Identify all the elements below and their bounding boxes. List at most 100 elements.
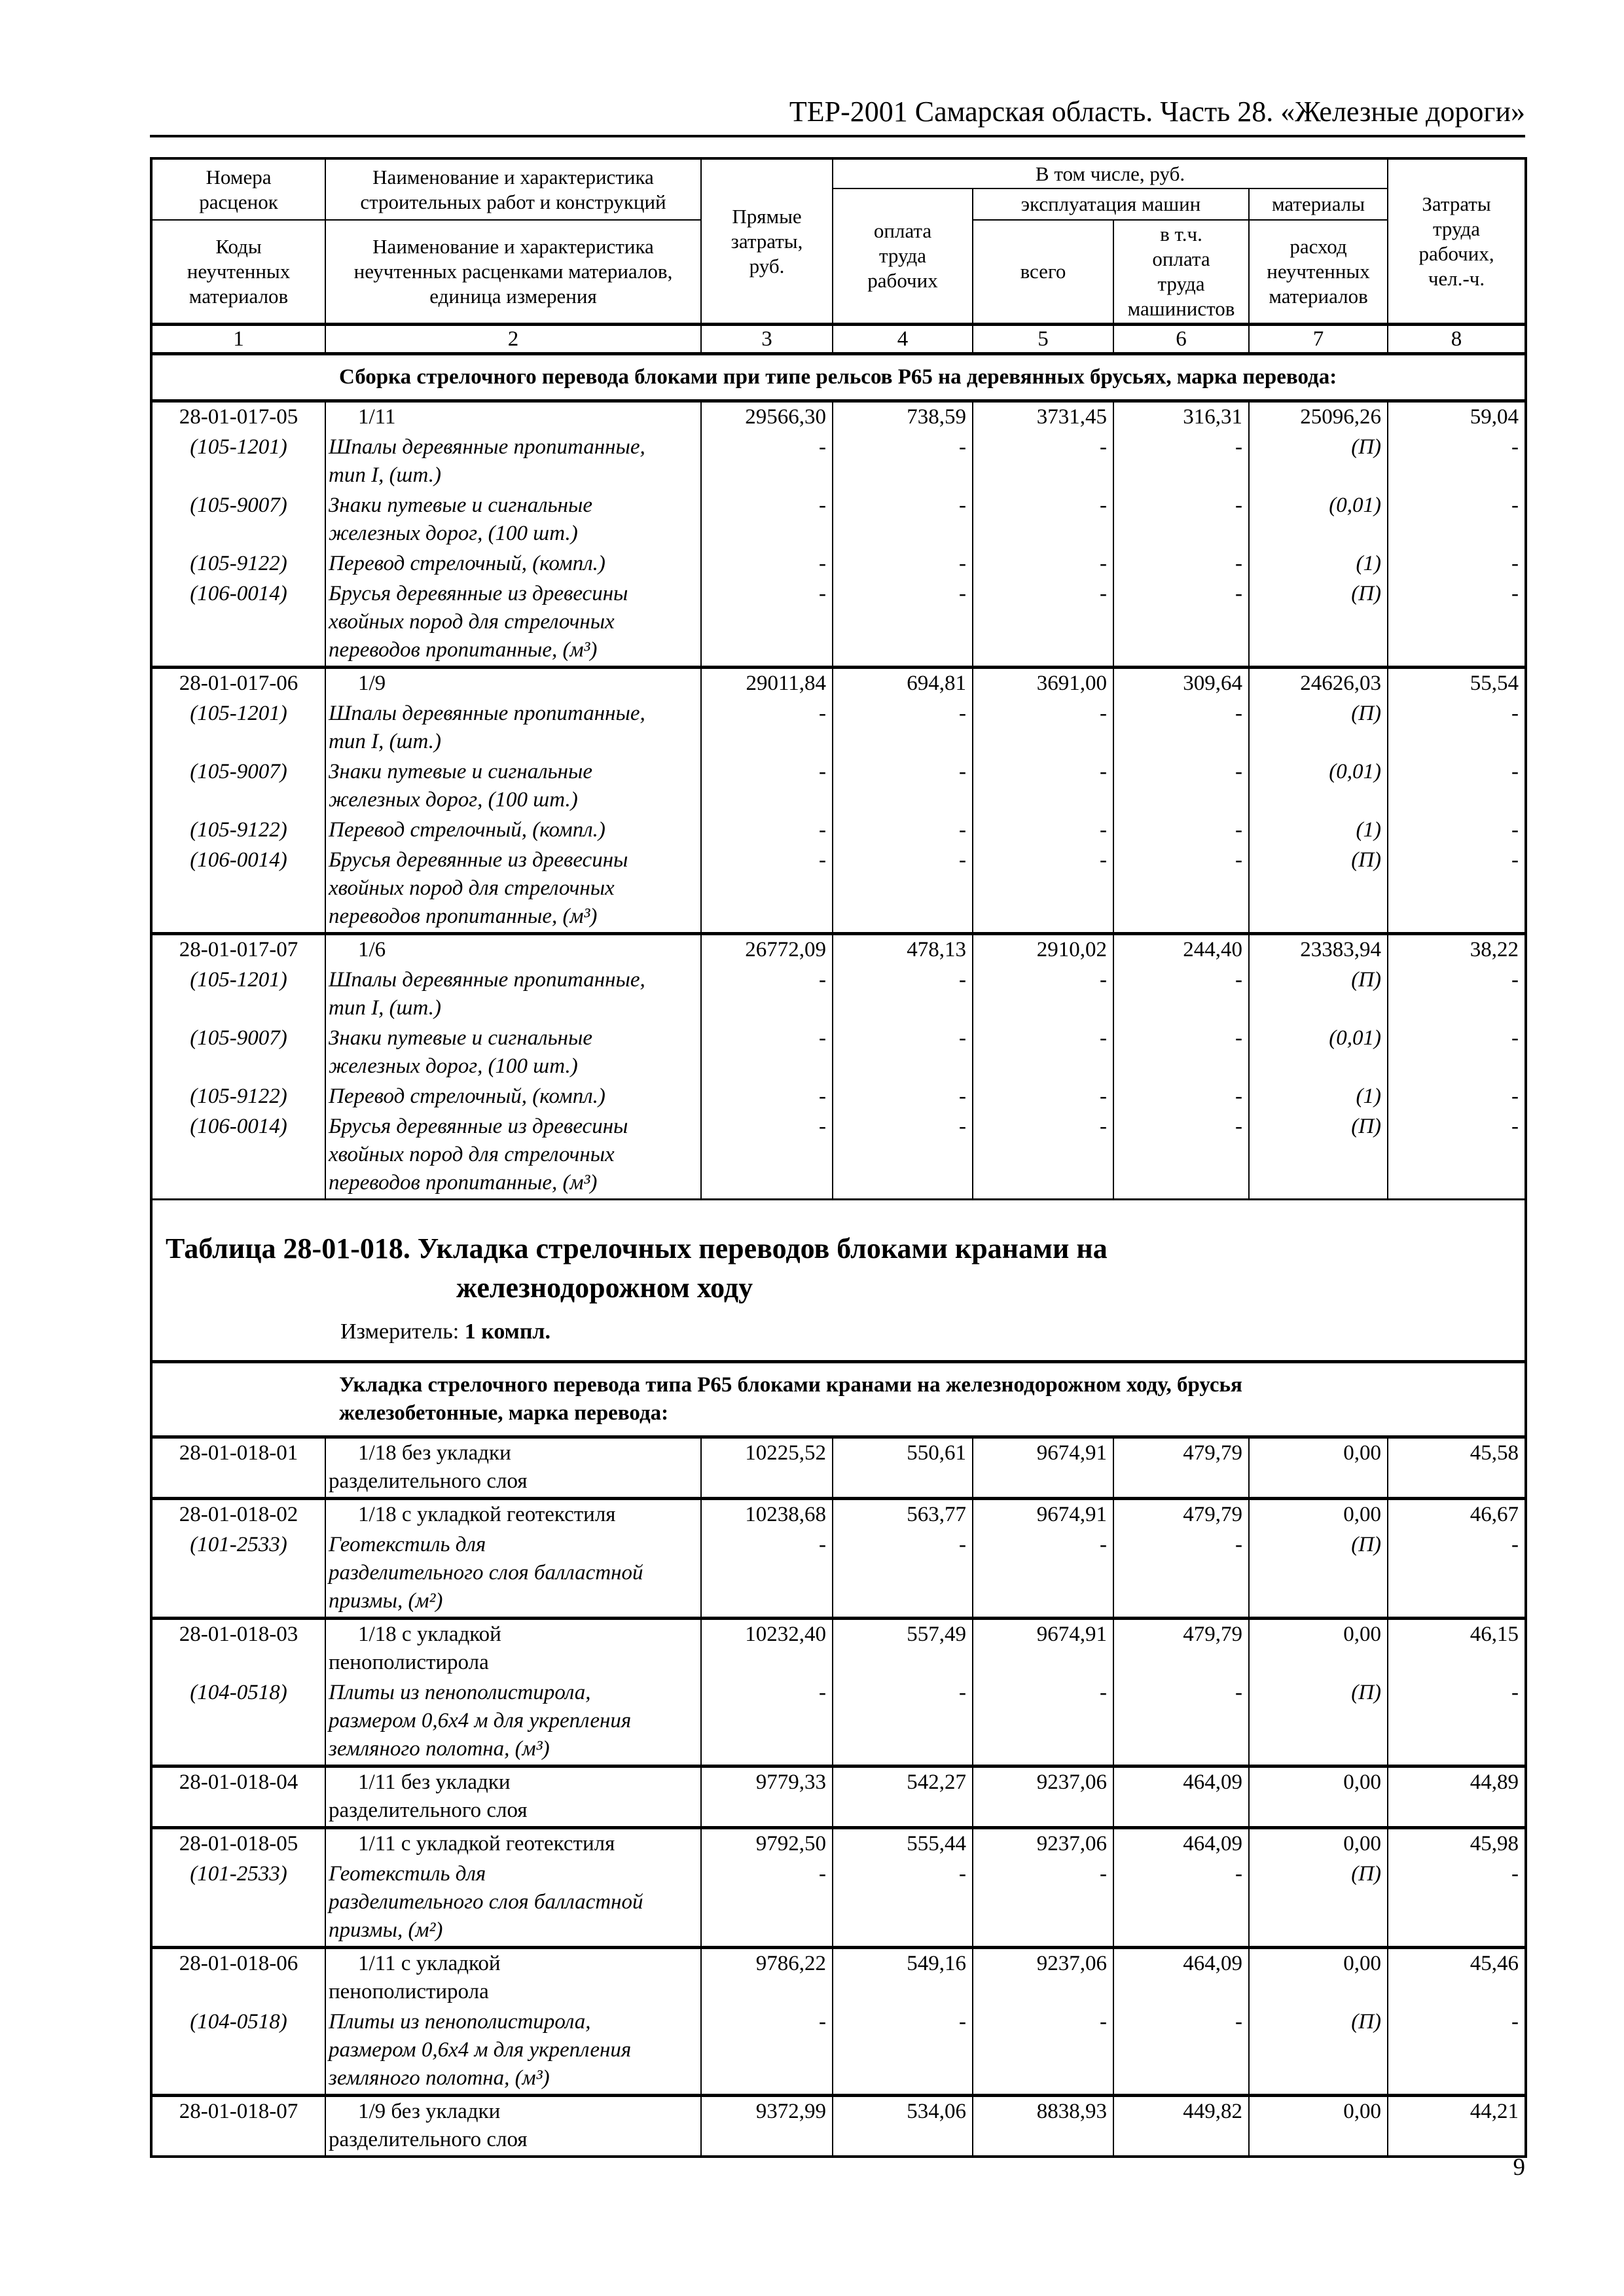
rate-value: 0,00: [1248, 1765, 1389, 1828]
rate-value: 10238,68: [700, 1497, 833, 1530]
column-header-material-codes: Коды неучтенных материалов: [151, 220, 326, 326]
rate-code: 28-01-017-07: [151, 932, 326, 965]
material-value: (П): [1248, 1859, 1389, 1948]
rate-value: 0,00: [1248, 1946, 1389, 2007]
material-value: -: [1113, 1530, 1250, 1619]
column-group-including: В том числе, руб.: [831, 158, 1389, 189]
rate-value: 9674,91: [972, 1435, 1114, 1499]
material-value: -: [832, 549, 973, 579]
rate-value: 10232,40: [700, 1617, 833, 1678]
material-code: (106-0014): [151, 846, 326, 934]
rate-value: 8838,93: [972, 2094, 1114, 2157]
material-row: (105-9007) Знаки путевые и сигнальные жел…: [151, 757, 1527, 816]
rate-code: 28-01-017-05: [151, 399, 326, 433]
material-code: (105-1201): [151, 699, 326, 757]
material-value: -: [972, 1082, 1114, 1112]
material-value: -: [832, 965, 973, 1024]
rate-row: 28-01-018-05 1/11 с укладкой геотекстиля 9…: [151, 1826, 1527, 1859]
material-name: Брусья деревянные из древесины хвойных п…: [325, 579, 702, 668]
rate-description: 1/6: [325, 932, 702, 965]
section-title-017: Сборка стрелочного перевода блоками при …: [150, 352, 1527, 403]
rate-row: 28-01-018-03 1/18 с укладкой пенополистир…: [151, 1617, 1527, 1678]
material-row: (101-2533) Геотекстиль для разделительног…: [151, 1530, 1527, 1619]
material-value: -: [1387, 699, 1527, 757]
material-value: -: [1387, 1082, 1527, 1112]
material-value: -: [972, 2007, 1114, 2096]
material-value: -: [1387, 491, 1527, 549]
material-value: (П): [1248, 1678, 1389, 1767]
material-value: -: [1113, 1112, 1250, 1200]
material-value: -: [700, 846, 833, 934]
material-value: -: [1113, 2007, 1250, 2096]
column-number: 7: [1248, 323, 1389, 355]
material-value: -: [972, 846, 1114, 934]
material-value: (П): [1248, 846, 1389, 934]
material-value: -: [1387, 1678, 1527, 1767]
material-value: -: [700, 1112, 833, 1200]
material-value: -: [972, 491, 1114, 549]
rate-description: 1/11: [325, 399, 702, 433]
material-value: -: [972, 579, 1114, 668]
material-value: -: [1387, 1530, 1527, 1619]
material-value: -: [700, 1530, 833, 1619]
rate-row: 28-01-018-01 1/18 без укладки разделитель…: [151, 1435, 1527, 1499]
column-number: 4: [832, 323, 973, 355]
rate-code: 28-01-018-04: [151, 1765, 326, 1828]
rate-value: 309,64: [1113, 666, 1250, 699]
material-name: Брусья деревянные из древесины хвойных п…: [325, 1112, 702, 1200]
material-name: Знаки путевые и сигнальные железных доро…: [325, 1024, 702, 1082]
material-row: (105-9122) Перевод стрелочный, (компл.) - -…: [151, 1082, 1527, 1112]
rate-code: 28-01-018-07: [151, 2094, 326, 2157]
rate-value: 244,40: [1113, 932, 1250, 965]
rate-code: 28-01-018-01: [151, 1435, 326, 1499]
material-code: (105-1201): [151, 433, 326, 491]
material-value: -: [832, 2007, 973, 2096]
rate-code: 28-01-018-06: [151, 1946, 326, 2007]
material-value: -: [1387, 965, 1527, 1024]
rates-table: Номера расценок Наименование и характери…: [149, 157, 1528, 2158]
material-value: -: [832, 1024, 973, 1082]
material-value: (0,01): [1248, 1024, 1389, 1082]
material-value: -: [1113, 846, 1250, 934]
rate-value: 9786,22: [700, 1946, 833, 2007]
rate-row: 28-01-017-07 1/6 26772,09 478,13 2910,02 244,…: [151, 932, 1527, 965]
rate-value: 38,22: [1387, 932, 1527, 965]
rate-value: 464,09: [1113, 1765, 1250, 1828]
material-code: (105-1201): [151, 965, 326, 1024]
material-value: (П): [1248, 699, 1389, 757]
material-value: -: [1113, 491, 1250, 549]
rate-value: 46,15: [1387, 1617, 1527, 1678]
material-value: -: [832, 1082, 973, 1112]
material-name: Знаки путевые и сигнальные железных доро…: [325, 491, 702, 549]
material-value: -: [972, 699, 1114, 757]
material-value: -: [700, 491, 833, 549]
meter-value: 1 компл.: [464, 1319, 551, 1344]
table-017-body: Сборка стрелочного перевода блоками при …: [150, 352, 1527, 1200]
rate-value: 464,09: [1113, 1946, 1250, 2007]
material-row: (105-1201) Шпалы деревянные пропитанные, …: [151, 433, 1527, 491]
material-value: (П): [1248, 433, 1389, 491]
material-name: Перевод стрелочный, (компл.): [325, 1082, 702, 1112]
material-value: -: [1387, 1859, 1527, 1948]
material-value: -: [972, 965, 1114, 1024]
material-value: -: [832, 1678, 973, 1767]
material-row: (105-1201) Шпалы деревянные пропитанные, …: [151, 699, 1527, 757]
column-header-work-name: Наименование и характеристика строительн…: [325, 158, 702, 221]
material-value: -: [1387, 1024, 1527, 1082]
material-value: -: [1387, 579, 1527, 668]
material-name: Перевод стрелочный, (компл.): [325, 549, 702, 579]
material-code: (105-9007): [151, 1024, 326, 1082]
column-number: 8: [1387, 323, 1527, 355]
material-value: -: [700, 699, 833, 757]
rate-value: 2910,02: [972, 932, 1114, 965]
material-row: (105-1201) Шпалы деревянные пропитанные, …: [151, 965, 1527, 1024]
rate-value: 555,44: [832, 1826, 973, 1859]
column-number: 5: [972, 323, 1114, 355]
material-code: (105-9122): [151, 1082, 326, 1112]
material-row: (101-2533) Геотекстиль для разделительног…: [151, 1859, 1527, 1948]
material-value: -: [972, 549, 1114, 579]
material-value: -: [832, 757, 973, 816]
material-value: -: [1113, 699, 1250, 757]
material-code: (104-0518): [151, 2007, 326, 2096]
material-code: (105-9122): [151, 816, 326, 846]
